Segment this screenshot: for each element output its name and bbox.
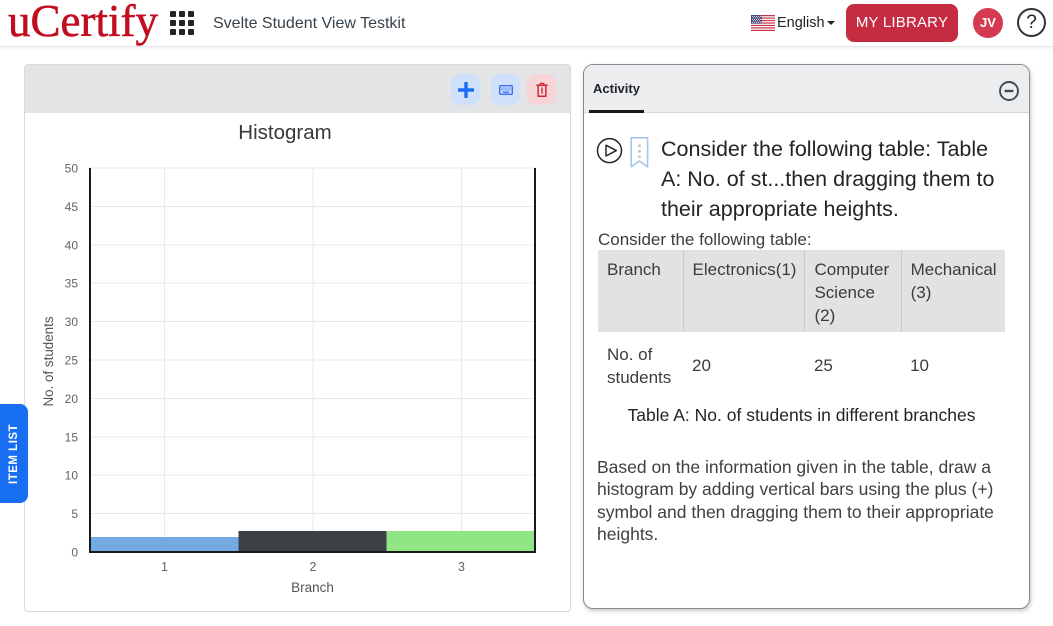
svg-text:3: 3 (458, 560, 465, 574)
svg-text:1: 1 (161, 560, 168, 574)
svg-text:45: 45 (65, 200, 79, 214)
svg-text:10: 10 (65, 469, 79, 483)
svg-text:30: 30 (65, 315, 79, 329)
svg-text:0: 0 (71, 546, 78, 560)
svg-text:35: 35 (65, 277, 79, 291)
svg-text:50: 50 (65, 162, 79, 176)
svg-text:Histogram: Histogram (238, 121, 331, 144)
svg-text:No. of students: No. of students (41, 316, 56, 406)
svg-text:5: 5 (71, 507, 78, 521)
svg-text:2: 2 (310, 560, 317, 574)
svg-text:25: 25 (65, 354, 79, 368)
svg-text:40: 40 (65, 238, 79, 252)
svg-text:Branch: Branch (291, 580, 334, 595)
svg-text:15: 15 (65, 430, 79, 444)
svg-text:20: 20 (65, 392, 79, 406)
